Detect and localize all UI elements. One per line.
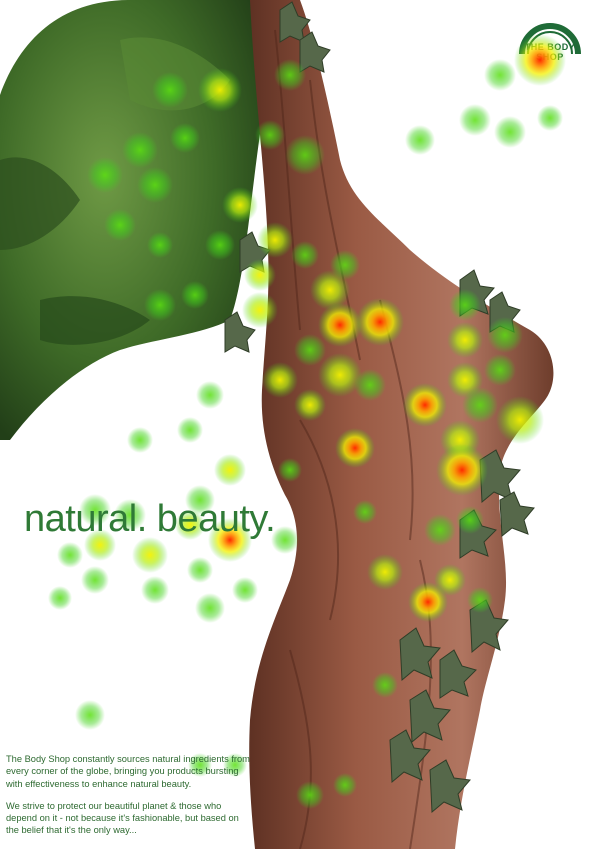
body-paragraph-1: The Body Shop constantly sources natural… bbox=[6, 754, 250, 789]
body-copy: The Body Shop constantly sources natural… bbox=[6, 753, 254, 847]
logo-wordmark: THE BODY SHOP bbox=[524, 42, 576, 62]
foliage-crown bbox=[0, 0, 262, 440]
body-shop-logo: THE BODY SHOP bbox=[514, 14, 586, 86]
body-paragraph-2: We strive to protect our beautiful plane… bbox=[6, 800, 239, 836]
ivy-leaves bbox=[224, 1, 535, 814]
bark-torso bbox=[249, 0, 554, 849]
headline: natural. beauty. bbox=[24, 498, 276, 540]
